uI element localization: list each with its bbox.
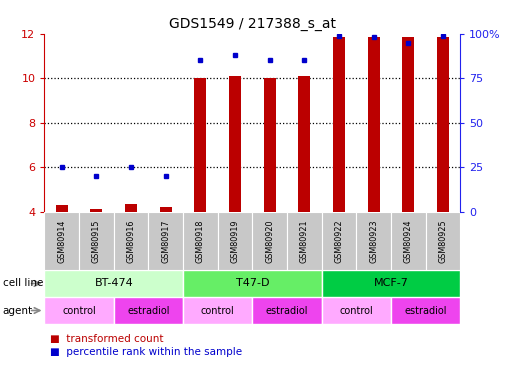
Bar [391, 212, 426, 270]
Text: control: control [339, 306, 373, 315]
Bar [114, 297, 183, 324]
Text: cell line: cell line [3, 279, 43, 288]
Text: estradiol: estradiol [404, 306, 447, 315]
Text: GSM80925: GSM80925 [438, 219, 447, 263]
Text: ■  percentile rank within the sample: ■ percentile rank within the sample [50, 347, 242, 357]
Bar [322, 297, 391, 324]
Bar [402, 37, 414, 212]
Bar [264, 78, 276, 212]
Bar [125, 204, 137, 212]
Bar [79, 212, 114, 270]
Title: GDS1549 / 217388_s_at: GDS1549 / 217388_s_at [169, 17, 336, 32]
Text: GSM80917: GSM80917 [161, 219, 170, 262]
Bar [183, 212, 218, 270]
Text: estradiol: estradiol [127, 306, 169, 315]
Bar [195, 78, 207, 212]
Bar [44, 297, 114, 324]
Text: GSM80915: GSM80915 [92, 219, 101, 262]
Bar [218, 212, 253, 270]
Text: GSM80923: GSM80923 [369, 219, 378, 262]
Bar [229, 76, 241, 212]
Bar [90, 209, 103, 212]
Bar [333, 37, 345, 212]
Bar [183, 270, 322, 297]
Bar [368, 37, 380, 212]
Bar [356, 212, 391, 270]
Bar [322, 270, 460, 297]
Bar [183, 297, 253, 324]
Bar [44, 212, 79, 270]
Text: GSM80924: GSM80924 [404, 219, 413, 262]
Text: GSM80919: GSM80919 [231, 219, 240, 262]
Text: T47-D: T47-D [235, 279, 269, 288]
Text: MCF-7: MCF-7 [373, 279, 408, 288]
Text: ■  transformed count: ■ transformed count [50, 334, 163, 344]
Bar [287, 212, 322, 270]
Bar [322, 212, 356, 270]
Bar [391, 297, 460, 324]
Bar [298, 76, 310, 212]
Bar [252, 297, 322, 324]
Text: control: control [201, 306, 235, 315]
Text: GSM80916: GSM80916 [127, 219, 135, 262]
Text: GSM80922: GSM80922 [335, 219, 344, 263]
Bar [56, 205, 68, 212]
Text: control: control [62, 306, 96, 315]
Bar [44, 270, 183, 297]
Text: GSM80921: GSM80921 [300, 219, 309, 262]
Bar [253, 212, 287, 270]
Bar [437, 37, 449, 212]
Text: GSM80914: GSM80914 [58, 219, 66, 262]
Bar [149, 212, 183, 270]
Text: GSM80918: GSM80918 [196, 219, 205, 262]
Text: estradiol: estradiol [266, 306, 308, 315]
Bar [160, 207, 172, 212]
Text: BT-474: BT-474 [94, 279, 133, 288]
Bar [114, 212, 149, 270]
Text: GSM80920: GSM80920 [265, 219, 274, 262]
Text: agent: agent [3, 306, 33, 315]
Bar [426, 212, 460, 270]
